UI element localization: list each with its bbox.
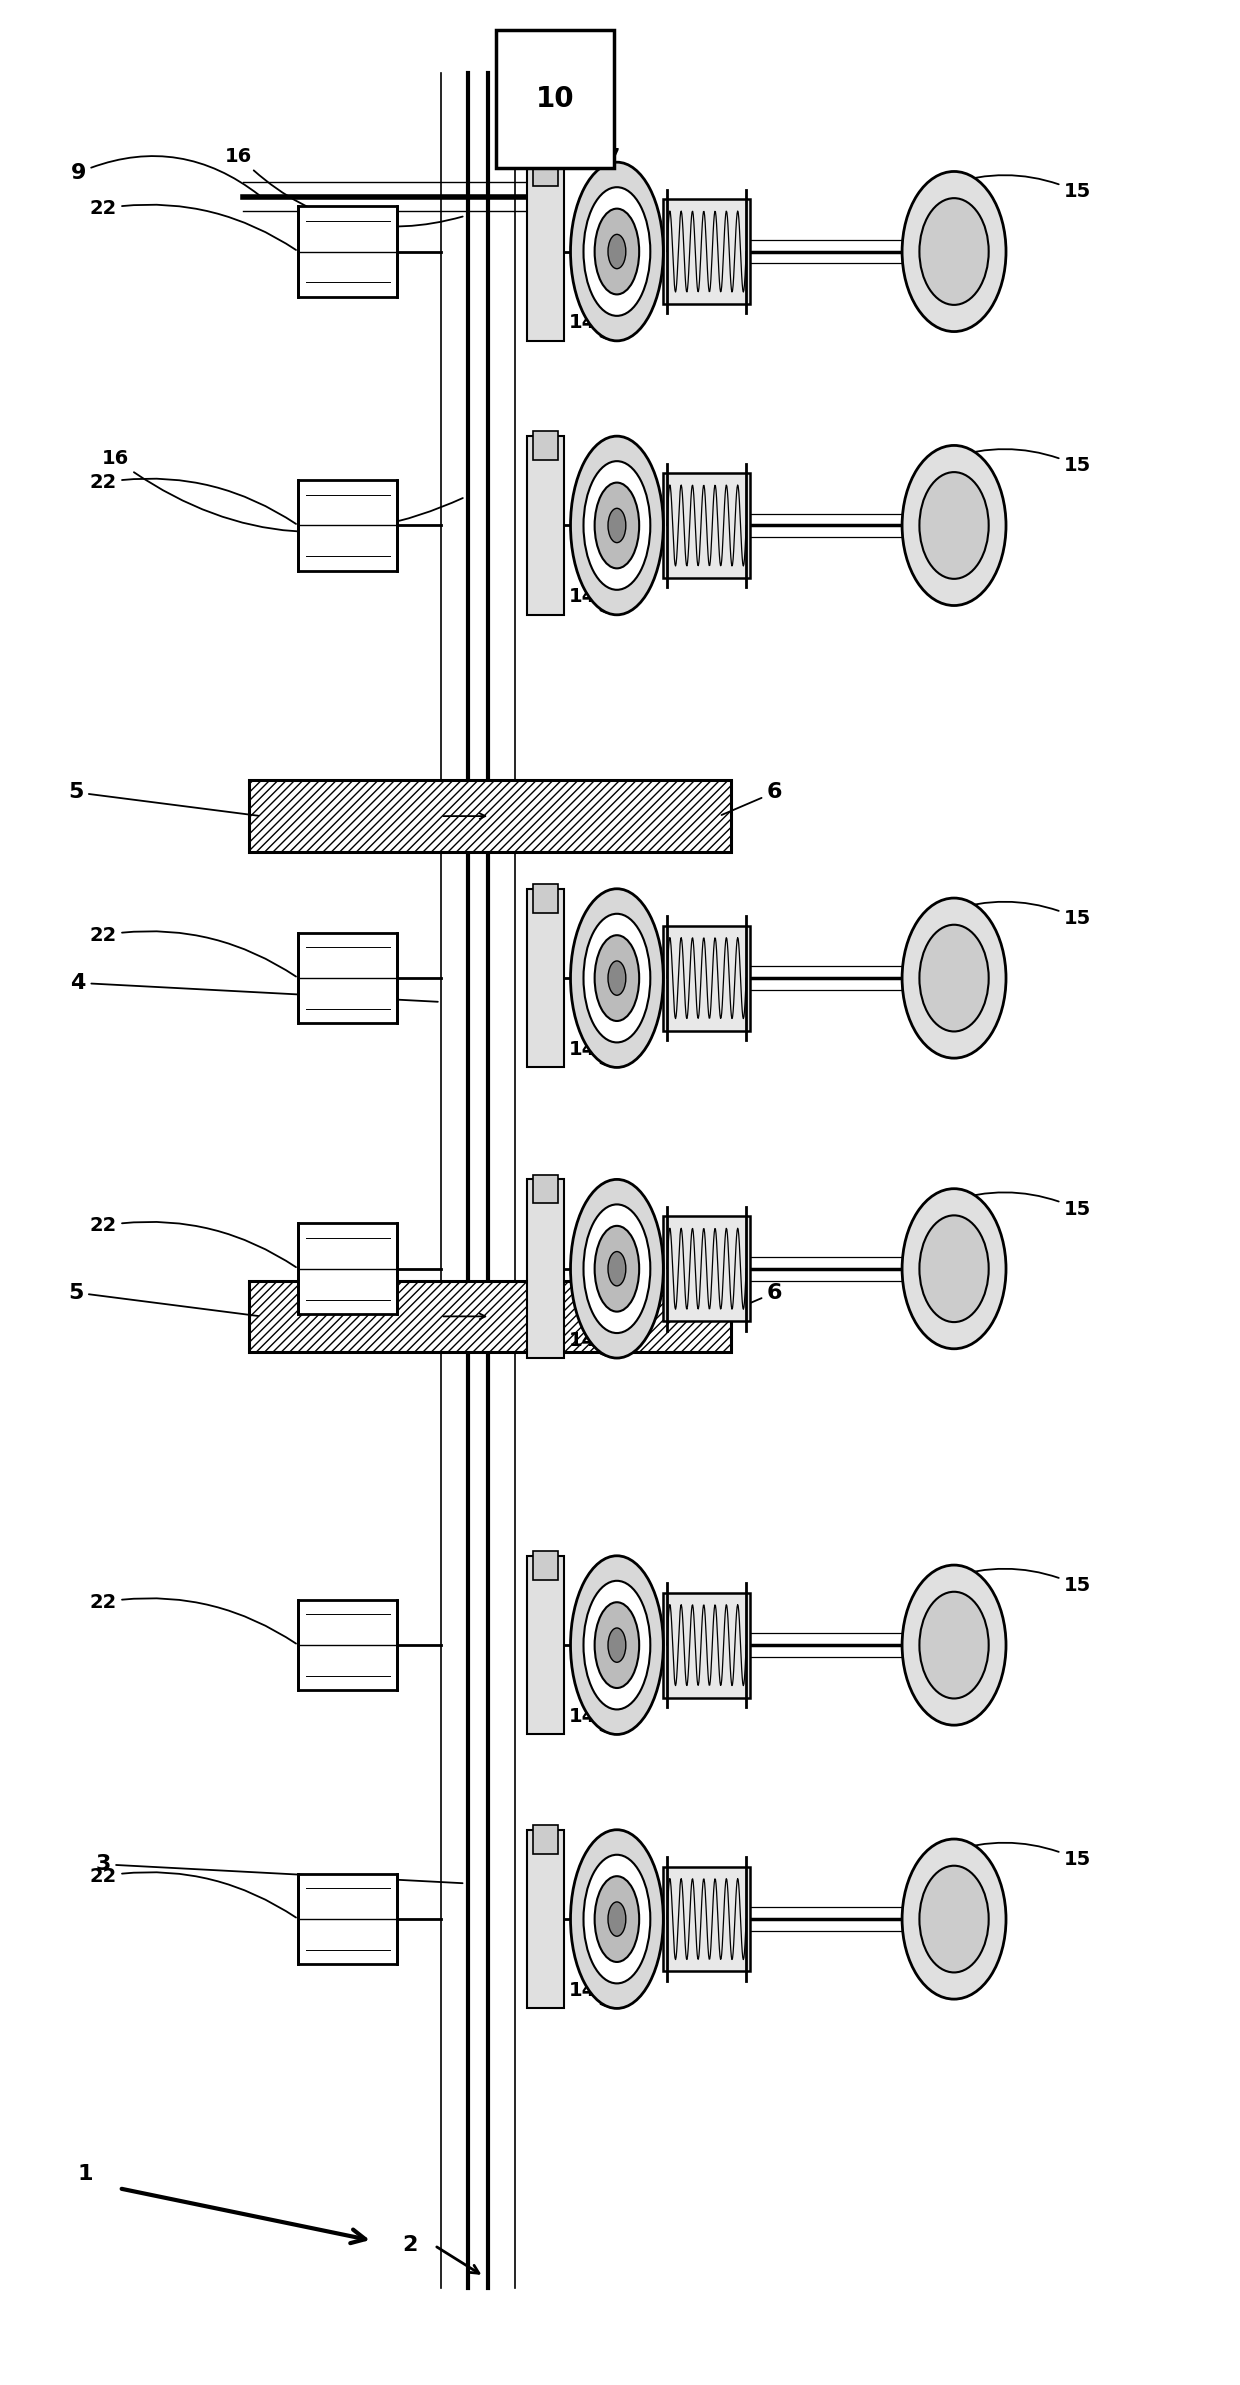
Text: 5: 5	[68, 1283, 258, 1317]
Circle shape	[584, 1581, 650, 1710]
Ellipse shape	[901, 172, 1006, 332]
Text: 22: 22	[89, 1593, 296, 1643]
Text: 1: 1	[78, 2163, 93, 2185]
Text: 15: 15	[951, 1192, 1091, 1219]
Text: 10: 10	[536, 86, 574, 112]
Circle shape	[608, 508, 626, 544]
Text: 16: 16	[226, 148, 463, 227]
Bar	[663, 472, 750, 577]
Text: 6: 6	[722, 782, 782, 816]
Text: 14: 14	[569, 587, 614, 615]
Circle shape	[608, 234, 626, 270]
Text: 22: 22	[89, 1867, 296, 1918]
Ellipse shape	[919, 925, 988, 1030]
Text: 22: 22	[89, 925, 296, 975]
Text: 14: 14	[569, 1708, 614, 1734]
Bar	[527, 1555, 564, 1734]
Text: 15: 15	[951, 1844, 1091, 1870]
Bar	[663, 1867, 750, 1972]
Text: 6: 6	[722, 1283, 782, 1314]
Text: 15: 15	[951, 174, 1091, 200]
Ellipse shape	[901, 446, 1006, 606]
Bar	[496, 31, 614, 169]
Circle shape	[595, 1603, 639, 1689]
Bar	[249, 780, 732, 851]
Text: 22: 22	[89, 472, 296, 525]
Text: 3: 3	[95, 1853, 463, 1884]
Text: 9: 9	[71, 155, 259, 196]
Bar	[663, 1216, 750, 1321]
Circle shape	[595, 1226, 639, 1312]
Circle shape	[570, 436, 663, 615]
Circle shape	[595, 935, 639, 1021]
Bar	[527, 1829, 564, 2008]
Circle shape	[608, 1629, 626, 1662]
Ellipse shape	[919, 1591, 988, 1698]
Bar	[533, 1550, 558, 1579]
Bar	[663, 925, 750, 1030]
Bar	[299, 1224, 397, 1314]
Bar	[527, 1181, 564, 1357]
Circle shape	[570, 1555, 663, 1734]
Text: 15: 15	[951, 902, 1091, 928]
Text: 14: 14	[569, 1982, 614, 2008]
Bar	[527, 162, 564, 341]
Ellipse shape	[919, 198, 988, 305]
Circle shape	[608, 1252, 626, 1286]
Bar	[663, 1593, 750, 1698]
Bar	[299, 1875, 397, 1965]
Circle shape	[584, 913, 650, 1042]
Circle shape	[595, 482, 639, 568]
Bar	[299, 479, 397, 570]
Bar	[533, 885, 558, 913]
Ellipse shape	[901, 1839, 1006, 1999]
Text: 4: 4	[71, 973, 438, 1002]
Text: 15: 15	[951, 1569, 1091, 1596]
Circle shape	[584, 460, 650, 589]
Text: 14: 14	[569, 312, 614, 341]
Bar	[527, 890, 564, 1068]
Bar	[249, 1281, 732, 1352]
Text: 16: 16	[102, 448, 463, 532]
Bar	[533, 1176, 558, 1202]
Circle shape	[570, 1181, 663, 1357]
Bar	[527, 436, 564, 615]
Ellipse shape	[919, 1216, 988, 1321]
Bar	[533, 157, 558, 186]
Bar	[299, 205, 397, 296]
Bar	[299, 1600, 397, 1691]
Circle shape	[584, 1204, 650, 1333]
Circle shape	[595, 207, 639, 293]
Ellipse shape	[901, 899, 1006, 1059]
Text: 5: 5	[68, 782, 258, 816]
Circle shape	[570, 1829, 663, 2008]
Circle shape	[584, 186, 650, 315]
Ellipse shape	[919, 1865, 988, 1972]
Bar	[663, 198, 750, 303]
Bar	[533, 1825, 558, 1853]
Circle shape	[570, 162, 663, 341]
Circle shape	[608, 1901, 626, 1937]
Ellipse shape	[919, 472, 988, 580]
Text: 14: 14	[569, 1331, 614, 1357]
Text: 14: 14	[569, 1040, 614, 1066]
Text: 15: 15	[951, 448, 1091, 475]
Text: 2: 2	[402, 2235, 418, 2256]
Circle shape	[584, 1856, 650, 1984]
Text: 22: 22	[89, 1216, 296, 1266]
Circle shape	[595, 1877, 639, 1963]
Bar	[533, 432, 558, 460]
Bar	[299, 933, 397, 1023]
Ellipse shape	[901, 1565, 1006, 1724]
Circle shape	[608, 961, 626, 995]
Text: 17: 17	[594, 148, 627, 207]
Ellipse shape	[901, 1188, 1006, 1350]
Circle shape	[570, 890, 663, 1068]
Text: 22: 22	[89, 198, 296, 250]
